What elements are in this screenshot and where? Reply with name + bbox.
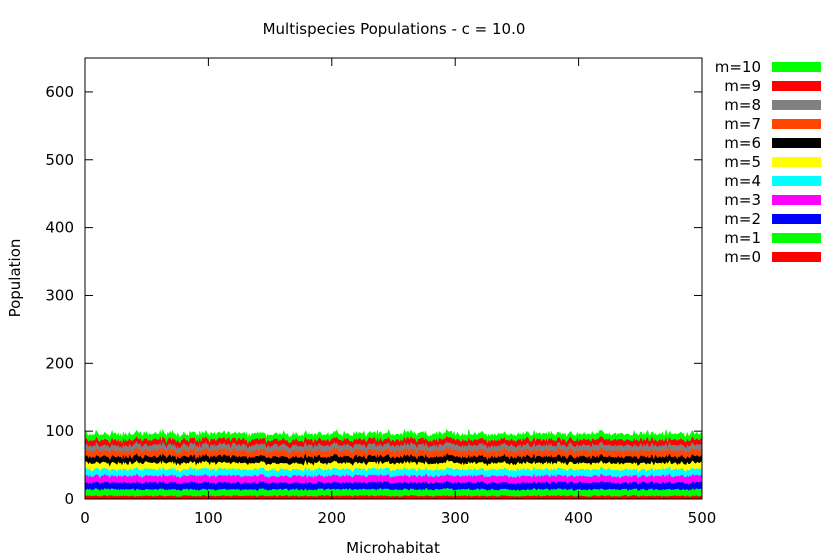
legend-label: m=2 — [724, 210, 761, 228]
chart-title: Multispecies Populations - c = 10.0 — [263, 20, 526, 38]
y-tick-label: 200 — [45, 354, 74, 372]
legend-entry-m-7: m=7 — [724, 115, 821, 133]
legend-entry-m-5: m=5 — [724, 153, 821, 171]
legend-label: m=1 — [724, 229, 761, 247]
x-tick-label: 100 — [194, 509, 223, 527]
x-tick-label: 300 — [441, 509, 470, 527]
legend-label: m=3 — [724, 191, 761, 209]
legend-entry-m-9: m=9 — [724, 77, 821, 95]
legend-swatch — [772, 138, 821, 148]
legend-entry-m-6: m=6 — [724, 134, 821, 152]
legend-entry-m-2: m=2 — [724, 210, 821, 228]
legend-entry-m-4: m=4 — [724, 172, 821, 190]
legend-label: m=10 — [715, 58, 761, 76]
x-tick-label: 0 — [80, 509, 90, 527]
legend-swatch — [772, 252, 821, 262]
legend-label: m=6 — [724, 134, 761, 152]
y-tick-label: 100 — [45, 422, 74, 440]
legend: m=10m=9m=8m=7m=6m=5m=4m=3m=2m=1m=0 — [715, 58, 821, 266]
y-tick-label: 600 — [45, 83, 74, 101]
legend-swatch — [772, 62, 821, 72]
plot-frame — [84, 57, 703, 500]
legend-swatch — [772, 100, 821, 110]
legend-label: m=0 — [724, 248, 761, 266]
legend-swatch — [772, 214, 821, 224]
legend-entry-m-3: m=3 — [724, 191, 821, 209]
legend-swatch — [772, 195, 821, 205]
y-tick-label: 500 — [45, 151, 74, 169]
legend-label: m=4 — [724, 172, 761, 190]
x-tick-label: 500 — [688, 509, 717, 527]
x-axis-title: Microhabitat — [346, 539, 440, 557]
legend-label: m=7 — [724, 115, 761, 133]
y-axis-title: Population — [6, 239, 24, 318]
legend-label: m=8 — [724, 96, 761, 114]
legend-label: m=5 — [724, 153, 761, 171]
legend-swatch — [772, 157, 821, 167]
tick-layer: 0 100 200 300 400 500 0 100 200 300 400 500 600 — [45, 58, 716, 527]
legend-entry-m-1: m=1 — [724, 229, 821, 247]
y-tick-label: 300 — [45, 286, 74, 304]
legend-label: m=9 — [724, 77, 761, 95]
x-tick-label: 200 — [317, 509, 346, 527]
legend-entry-m-0: m=0 — [724, 248, 821, 266]
series-layer — [84, 428, 703, 500]
legend-entry-m-10: m=10 — [715, 58, 821, 76]
legend-swatch — [772, 119, 821, 129]
legend-swatch — [772, 233, 821, 243]
y-tick-label: 0 — [64, 490, 74, 508]
y-tick-label: 400 — [45, 219, 74, 237]
x-tick-label: 400 — [564, 509, 593, 527]
legend-swatch — [772, 81, 821, 91]
legend-swatch — [772, 176, 821, 186]
legend-entry-m-8: m=8 — [724, 96, 821, 114]
